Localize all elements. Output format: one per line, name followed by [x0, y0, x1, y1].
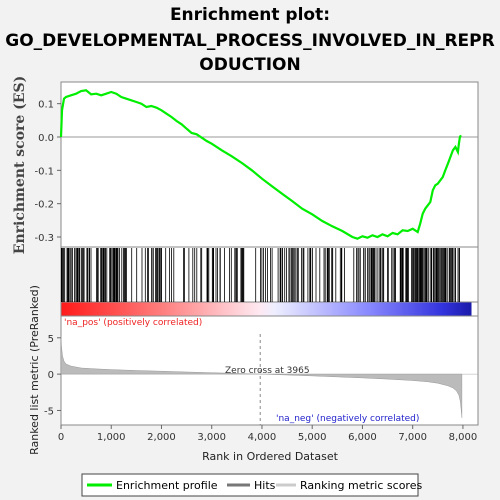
gene-hits [61, 248, 460, 302]
chart-title-line-2: GO_DEVELOPMENTAL_PROCESS_INVOLVED_IN_REP… [5, 31, 494, 51]
rank-y-axis-label: Ranked list metric (PreRanked) [28, 285, 41, 455]
es-y-axis: 0.1 0.0 -0.1 -0.2 -0.3 [34, 100, 61, 244]
positive-correlation-label: 'na_pos' (positively correlated) [64, 318, 202, 328]
x-axis: 0 1,000 2,000 3,000 4,000 5,000 6,000 7,000 8,00… [58, 425, 477, 443]
es-y-tick-label: -0.3 [34, 233, 54, 244]
rank-y-tick-label: 5 [48, 334, 54, 345]
es-y-tick-label: -0.2 [34, 200, 54, 211]
x-axis-label: Rank in Ordered Dataset [202, 450, 339, 463]
x-tick-label: 6,000 [348, 432, 377, 443]
es-panel [60, 81, 479, 248]
zero-cross-label: Zero cross at 3965 [225, 366, 310, 376]
x-tick-label: 3,000 [197, 432, 226, 443]
es-y-tick-label: -0.1 [34, 166, 54, 177]
es-y-axis-label: Enrichment score (ES) [12, 76, 28, 254]
rank-y-axis: 5 0 -5 [44, 334, 61, 417]
ranking-color-bar [61, 302, 472, 316]
chart-title-line-1: Enrichment plot: [170, 5, 330, 25]
x-tick-label: 4,000 [248, 432, 277, 443]
x-tick-label: 1,000 [97, 432, 126, 443]
ranking-metric-fill [60, 336, 463, 418]
x-tick-label: 0 [58, 432, 64, 443]
es-y-tick-label: 0.0 [38, 133, 54, 144]
legend-ranking-label: Ranking metric scores [300, 479, 422, 492]
ranking-metric-area [60, 334, 478, 425]
negative-correlation-label: 'na_neg' (negatively correlated) [276, 414, 419, 424]
x-tick-label: 7,000 [398, 432, 427, 443]
x-tick-label: 2,000 [147, 432, 176, 443]
es-y-tick-label: 0.1 [38, 100, 54, 111]
chart-title-line-3: ODUCTION [199, 55, 300, 75]
legend-hits-label: Hits [254, 479, 276, 492]
rank-y-tick-label: -5 [44, 406, 54, 417]
legend-enrichment-label: Enrichment profile [116, 479, 218, 492]
x-tick-label: 5,000 [298, 432, 327, 443]
rank-y-tick-label: 0 [48, 370, 54, 381]
enrichment-profile-line [59, 89, 462, 240]
x-tick-label: 8,000 [449, 432, 478, 443]
